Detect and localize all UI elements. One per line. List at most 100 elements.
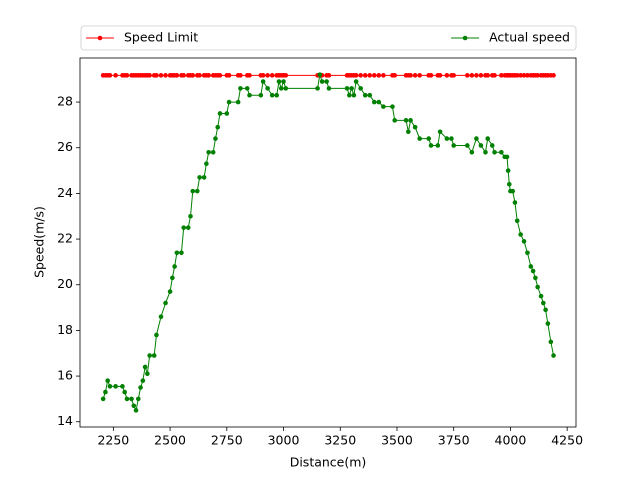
data-point — [238, 86, 243, 91]
y-axis-label: Speed(m/s) — [32, 206, 47, 278]
data-point — [371, 73, 377, 78]
data-point — [428, 73, 434, 78]
y-tick-label: 22 — [57, 231, 73, 246]
data-point — [451, 73, 457, 78]
data-point — [154, 332, 159, 338]
y-tick-label: 18 — [57, 322, 73, 337]
data-point — [163, 300, 168, 306]
data-point — [528, 264, 534, 269]
data-point — [518, 232, 523, 237]
data-point — [428, 143, 434, 148]
data-point — [324, 79, 329, 84]
data-point — [158, 73, 164, 78]
data-point — [492, 150, 497, 155]
data-point — [283, 86, 289, 91]
legend-label: Actual speed — [489, 30, 570, 45]
data-point — [362, 73, 368, 78]
data-point — [525, 73, 530, 78]
data-point — [179, 250, 184, 256]
data-point — [326, 86, 332, 91]
data-point — [499, 150, 504, 155]
plot-frame — [79, 57, 577, 428]
data-point — [514, 218, 520, 224]
data-point — [506, 181, 512, 187]
data-point — [151, 353, 157, 358]
data-point — [244, 86, 250, 91]
data-point — [548, 339, 554, 345]
data-point — [545, 321, 551, 326]
data-point — [381, 104, 386, 109]
legend-marker — [462, 35, 468, 41]
data-point — [551, 353, 556, 358]
data-point — [269, 73, 275, 78]
data-point — [392, 118, 398, 123]
data-point — [371, 99, 377, 105]
data-point — [408, 73, 413, 78]
data-point — [190, 73, 196, 78]
data-point — [201, 175, 207, 180]
data-point — [226, 73, 232, 78]
data-point — [437, 129, 443, 135]
data-point — [238, 73, 243, 78]
data-point — [381, 73, 386, 78]
data-point — [195, 188, 200, 194]
data-point — [174, 250, 180, 256]
data-point — [535, 284, 540, 290]
data-point — [533, 275, 538, 281]
data-point — [406, 129, 411, 135]
data-point — [283, 73, 289, 78]
data-point — [518, 73, 523, 78]
y-tick-label: 20 — [57, 276, 73, 291]
data-point — [122, 389, 127, 395]
data-point — [347, 92, 352, 98]
data-point — [113, 73, 118, 78]
x-tick-label: 2250 — [97, 433, 129, 448]
data-point — [469, 73, 475, 78]
data-point — [206, 150, 211, 155]
data-point — [358, 73, 363, 78]
data-point — [326, 73, 332, 78]
legend-label: Speed Limit — [124, 30, 198, 45]
data-point — [499, 73, 504, 78]
data-point — [215, 124, 221, 130]
data-point — [138, 385, 143, 390]
y-tick-label: 24 — [57, 185, 73, 200]
data-point — [504, 154, 510, 160]
data-point — [197, 73, 202, 78]
legend-marker — [97, 35, 103, 41]
data-point — [274, 92, 280, 98]
data-point — [551, 73, 556, 78]
data-point — [142, 364, 148, 370]
data-point — [181, 73, 186, 78]
data-point — [465, 143, 470, 148]
x-tick-label: 2750 — [211, 433, 243, 448]
data-point — [449, 136, 454, 141]
data-point — [147, 353, 152, 358]
data-point — [174, 73, 180, 78]
data-point — [265, 86, 270, 91]
data-point — [278, 86, 284, 91]
y-tick-label: 28 — [57, 94, 73, 109]
data-point — [403, 118, 409, 123]
data-point — [392, 73, 398, 78]
series-line — [102, 74, 555, 412]
x-tick-label: 4250 — [551, 433, 583, 448]
data-point — [510, 188, 515, 194]
y-tick-label: 16 — [57, 368, 73, 383]
data-point — [217, 73, 223, 78]
data-point — [390, 104, 395, 109]
data-point — [376, 73, 382, 78]
data-point — [197, 175, 202, 180]
data-point — [145, 371, 150, 377]
data-point — [226, 99, 232, 105]
data-point — [100, 396, 106, 402]
data-point — [167, 289, 173, 294]
data-point — [367, 73, 373, 78]
data-point — [136, 396, 141, 402]
data-point — [353, 79, 359, 84]
x-axis-label: Distance(m) — [290, 455, 367, 470]
data-point — [525, 250, 530, 256]
data-point — [107, 73, 113, 78]
x-tick-label: 3000 — [268, 433, 300, 448]
